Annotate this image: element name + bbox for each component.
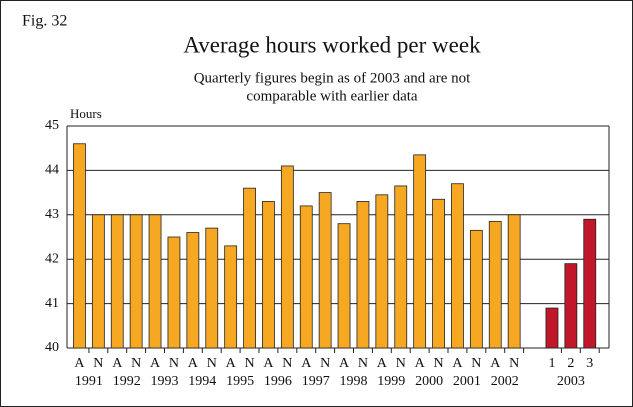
y-tick-label: 43 [45,207,59,222]
x-tick-label: N [169,356,179,371]
bar [394,185,408,349]
year-label: 2002 [491,374,519,389]
bar [413,154,427,349]
bar [91,214,105,349]
x-tick-label: A [112,356,123,371]
year-label: 1996 [264,374,292,389]
x-tick-label: A [263,356,274,371]
y-tick-label: 44 [45,163,59,178]
bar [356,201,370,349]
figure-label: Fig. 32 [22,13,67,30]
year-label: 1993 [151,374,179,389]
x-tick-label: N [282,356,292,371]
bar [507,214,521,349]
bar [451,183,464,349]
subtitle: Quarterly figures begin as of 2003 and a… [194,70,471,86]
bar [110,214,124,349]
bar [186,232,200,349]
x-tick-label: A [490,356,501,371]
bar [205,227,219,349]
bar [73,143,86,349]
year-label: 1995 [226,374,254,389]
bar [583,218,597,349]
bar [148,214,162,349]
bar [167,236,181,349]
bar [564,263,578,349]
year-label: 1991 [75,374,103,389]
x-tick-label: 2 [567,356,574,371]
x-tick-label: 3 [586,356,593,371]
x-tick-label: A [150,356,161,371]
x-tick-label: A [377,356,388,371]
bar [469,229,483,349]
x-tick-label: N [509,356,519,371]
bar [224,245,238,349]
x-tick-label: N [93,356,103,371]
x-tick-label: N [471,356,481,371]
bar [280,165,294,349]
x-tick-label: A [188,356,199,371]
y-axis-label: Hours [70,106,102,121]
year-label: 2001 [453,374,481,389]
bar [337,223,351,349]
x-tick-label: N [433,356,443,371]
bar [488,221,502,349]
subtitle: comparable with earlier data [246,88,418,104]
year-label: 1992 [113,374,141,389]
x-tick-label: N [244,356,254,371]
x-tick-label: N [207,356,217,371]
y-tick-label: 45 [45,118,59,133]
y-tick-label: 42 [45,251,59,266]
bar [318,192,332,349]
year-label: 2003 [557,374,585,389]
bar [375,194,389,349]
x-tick-label: A [452,356,463,371]
year-label: 2000 [415,374,443,389]
x-tick-label: A [74,356,85,371]
year-label: 1997 [302,374,330,389]
bar [545,307,559,349]
y-tick-label: 41 [45,296,59,311]
bar [432,198,445,349]
x-tick-label: A [339,356,350,371]
chart-title: Average hours worked per week [183,32,481,57]
year-label: 1994 [188,374,216,389]
x-tick-label: A [301,356,312,371]
y-tick-label: 40 [45,340,59,355]
x-tick-label: A [226,356,237,371]
x-tick-label: A [415,356,426,371]
year-label: 1998 [340,374,368,389]
bar [129,214,143,349]
year-label: 1999 [377,374,405,389]
bar [299,205,313,349]
bar [243,187,256,349]
bar [262,201,275,349]
x-tick-label: N [131,356,141,371]
x-tick-label: N [358,356,368,371]
x-tick-label: N [320,356,330,371]
x-tick-label: 1 [548,356,555,371]
x-tick-label: N [396,356,406,371]
